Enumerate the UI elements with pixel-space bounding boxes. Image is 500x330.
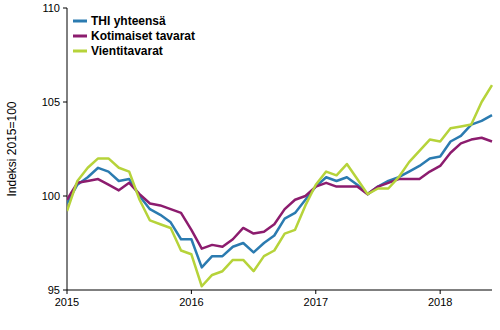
legend-swatch — [73, 35, 87, 38]
x-tick — [440, 290, 441, 294]
x-tick — [191, 290, 192, 294]
x-axis — [67, 290, 492, 291]
legend-label: Kotimaiset tavarat — [91, 29, 195, 43]
x-tick-label: 2018 — [428, 296, 452, 308]
y-tick — [63, 8, 67, 9]
chart-svg: 95 100 105 110 2015 2016 2017 2018 Indeksi 2015=… — [0, 0, 500, 330]
x-tick-label: 2017 — [304, 296, 328, 308]
y-tick — [63, 196, 67, 197]
legend-label: THI yhteensä — [91, 14, 166, 28]
series-line — [67, 138, 492, 249]
y-tick-label: 95 — [48, 284, 60, 296]
series-line — [67, 85, 492, 286]
y-tick-label: 100 — [42, 190, 60, 202]
x-tick — [67, 290, 68, 294]
y-tick-label: 105 — [42, 96, 60, 108]
chart-container: 95 100 105 110 2015 2016 2017 2018 Indeksi 2015=… — [0, 0, 500, 330]
legend-label: Vientitavarat — [91, 44, 163, 58]
series-group — [67, 85, 492, 286]
y-tick — [63, 102, 67, 103]
y-axis — [67, 8, 68, 290]
y-axis-label: Indeksi 2015=100 — [5, 101, 19, 196]
series-line — [67, 115, 492, 267]
y-tick — [63, 290, 67, 291]
legend-swatch — [73, 20, 87, 23]
x-tick-label: 2016 — [179, 296, 203, 308]
legend-swatch — [73, 50, 87, 53]
y-tick-label: 110 — [42, 2, 60, 14]
x-tick-label: 2015 — [55, 296, 79, 308]
x-tick — [315, 290, 316, 294]
